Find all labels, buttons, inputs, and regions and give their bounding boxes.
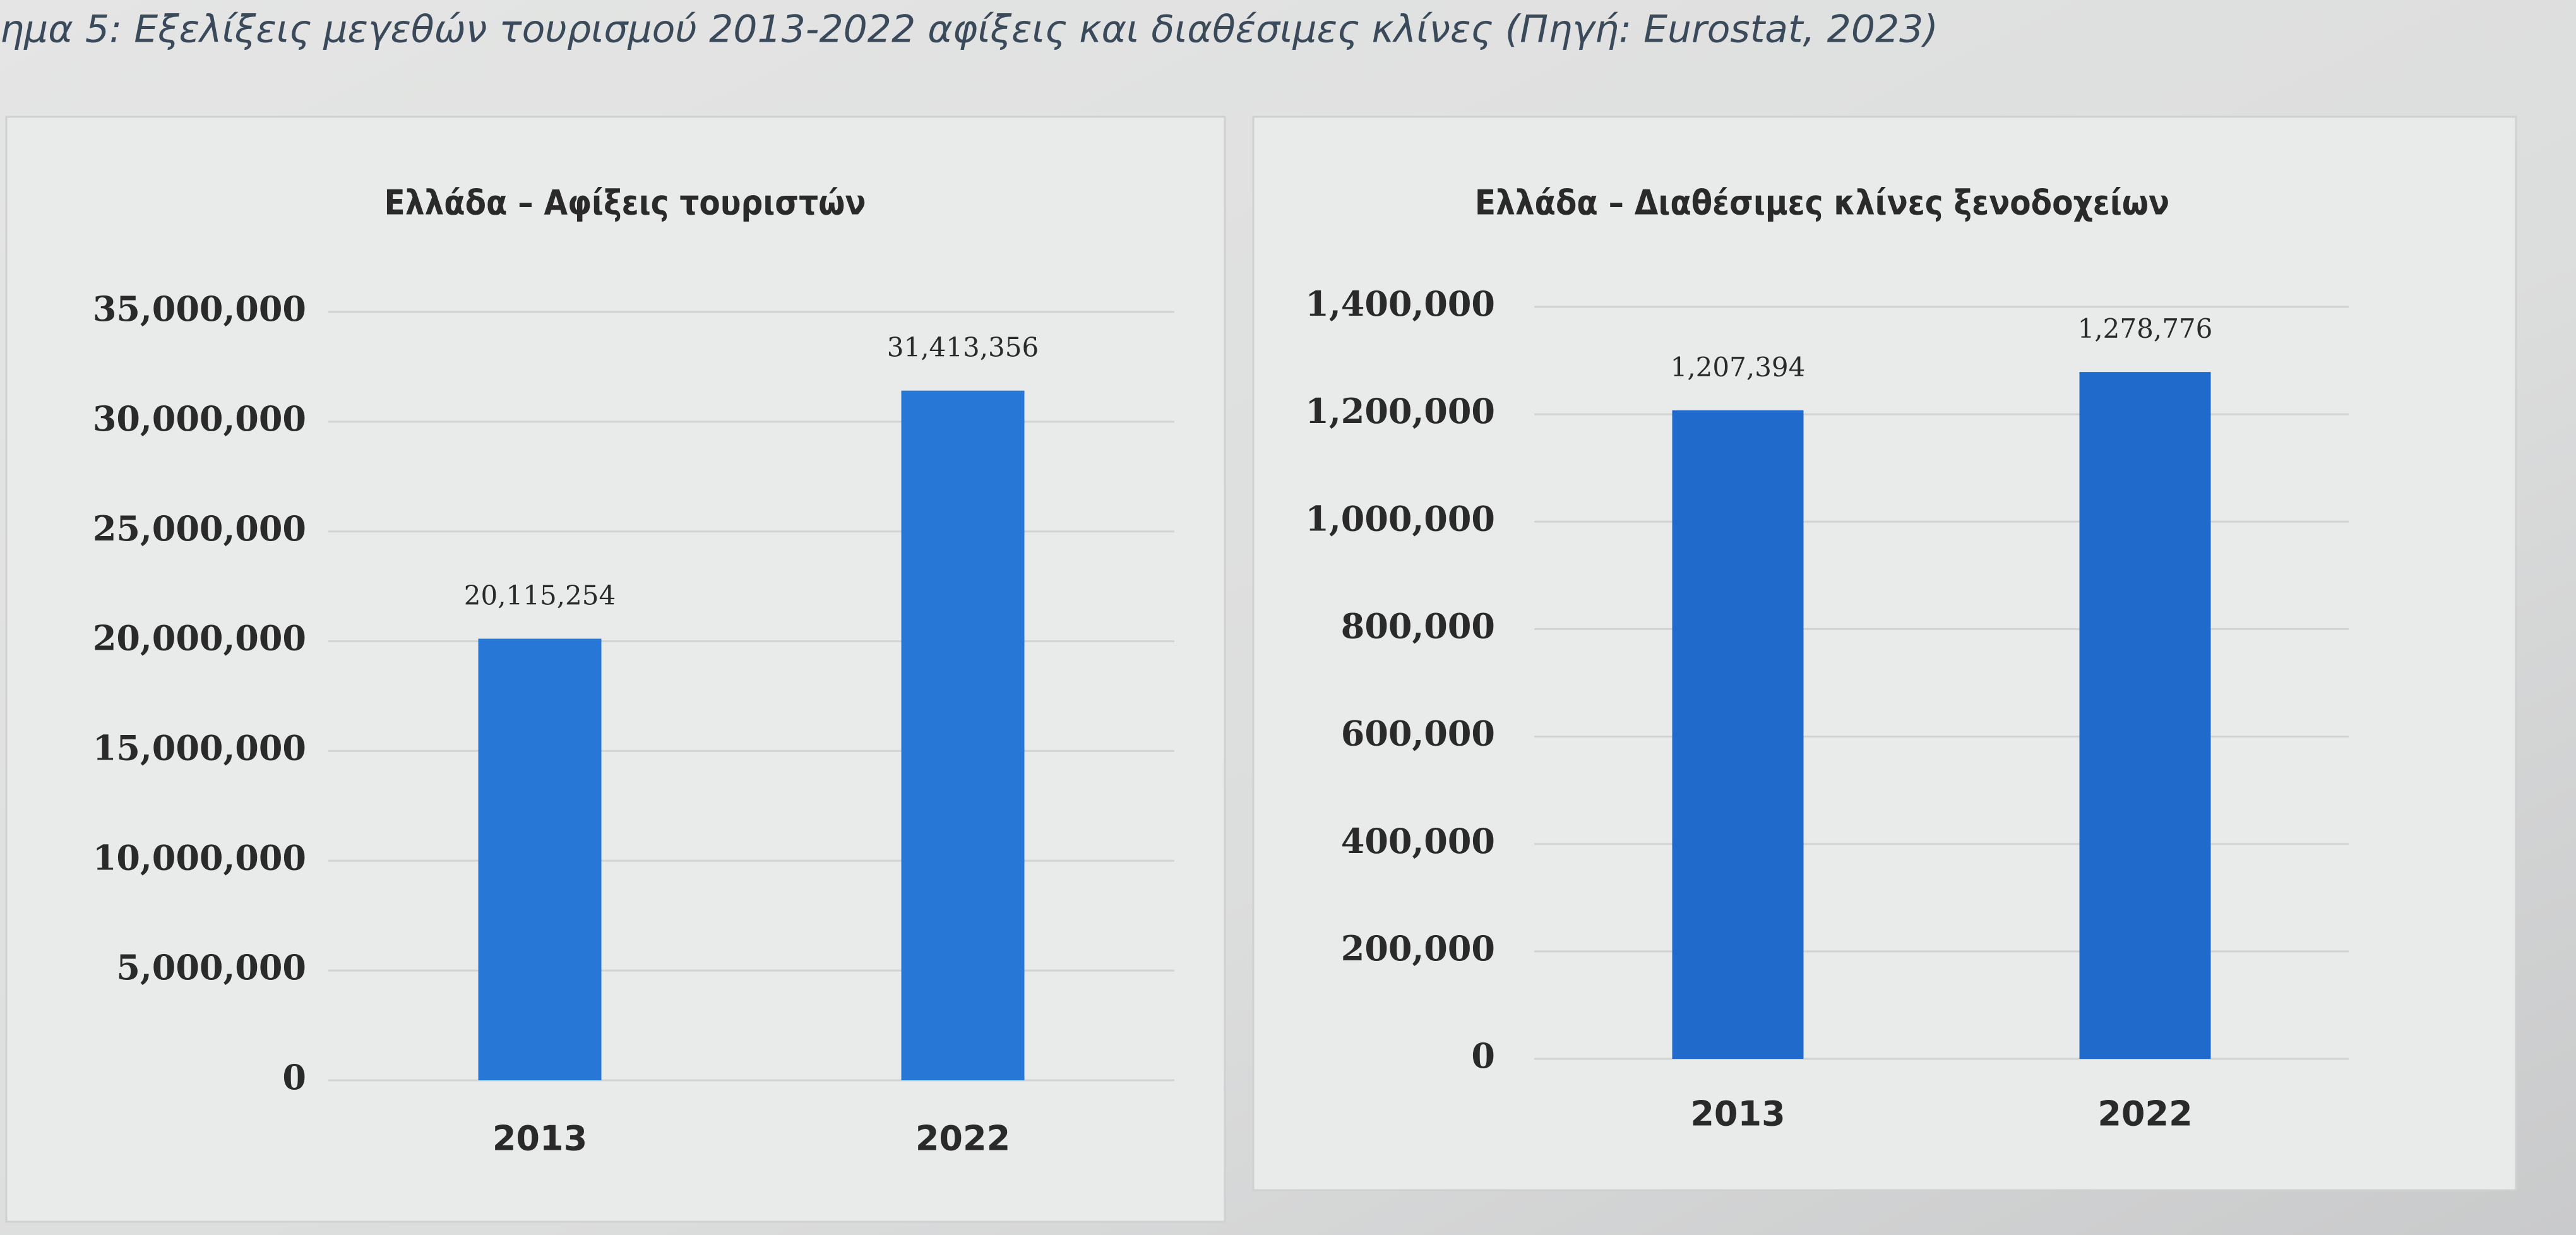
x-tick-label: 2013 (1690, 1094, 1785, 1134)
y-tick-label: 400,000 (1341, 821, 1495, 861)
y-tick-label: 1,000,000 (1305, 498, 1495, 539)
x-tick-label: 2022 (2097, 1094, 2192, 1134)
value-label: 31,413,356 (887, 332, 1039, 363)
bar (1672, 410, 1804, 1059)
bar (478, 638, 602, 1080)
caption: ημα 5: Εξελίξεις μεγεθών τουρισμού 2013-… (0, 8, 1938, 52)
y-tick-label: 5,000,000 (116, 947, 306, 987)
y-tick-label: 1,200,000 (1305, 391, 1495, 431)
y-tick-label: 30,000,000 (93, 398, 306, 439)
y-tick-label: 1,400,000 (1305, 283, 1495, 324)
chart-title: Ελλάδα – Διαθέσιμες κλίνες ξενοδοχείων (1475, 183, 2169, 223)
bar (2079, 372, 2211, 1059)
y-tick-label: 0 (1471, 1035, 1495, 1076)
chart-title: Ελλάδα – Αφίξεις τουριστών (385, 183, 866, 223)
y-tick-label: 20,000,000 (93, 618, 306, 659)
y-tick-label: 15,000,000 (93, 728, 306, 768)
y-tick-label: 35,000,000 (93, 289, 306, 329)
value-label: 20,115,254 (464, 580, 616, 611)
value-label: 1,207,394 (1671, 352, 1806, 383)
y-tick-label: 600,000 (1341, 713, 1495, 754)
y-tick-label: 25,000,000 (93, 508, 306, 549)
panel (5, 116, 1226, 1223)
bar (901, 390, 1025, 1081)
panel (1252, 116, 2517, 1191)
y-tick-label: 200,000 (1341, 928, 1495, 969)
value-label: 1,278,776 (2078, 313, 2213, 344)
x-tick-label: 2013 (492, 1119, 587, 1159)
y-tick-label: 800,000 (1341, 606, 1495, 647)
y-tick-label: 10,000,000 (93, 837, 306, 878)
x-tick-label: 2022 (915, 1119, 1010, 1159)
y-tick-label: 0 (282, 1057, 306, 1097)
